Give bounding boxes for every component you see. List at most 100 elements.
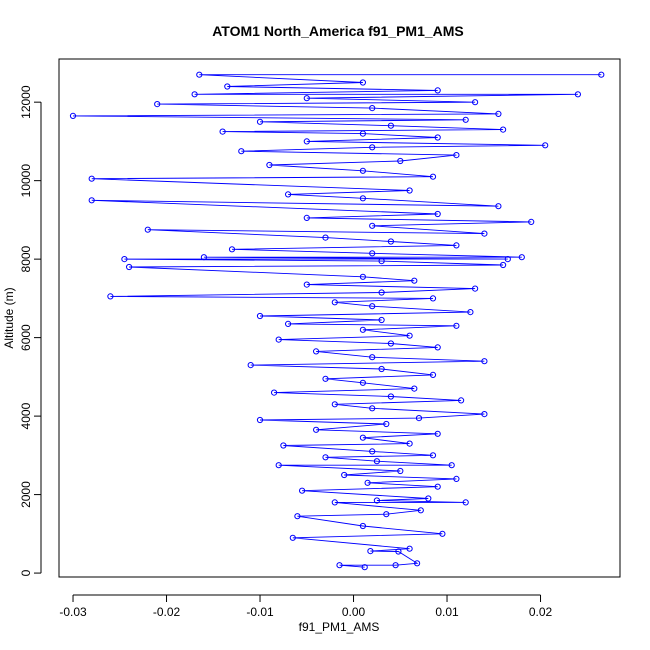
data-point [256, 312, 264, 320]
data-point [383, 420, 390, 428]
data-point [411, 385, 418, 392]
data-point [303, 281, 310, 288]
data-point [378, 365, 385, 373]
data-point [373, 458, 380, 465]
data-point [504, 256, 511, 263]
x-tick-label: 0.01 [435, 605, 459, 619]
data-point [367, 548, 374, 555]
data-point [481, 411, 488, 418]
data-point [406, 545, 413, 552]
data-point [369, 144, 376, 151]
data-point [359, 167, 366, 174]
data-point [434, 87, 441, 94]
y-tick-label: 2000 [19, 481, 33, 508]
data-point [500, 261, 507, 269]
data-point [280, 442, 287, 449]
data-point [429, 173, 437, 180]
data-point [364, 479, 371, 486]
data-point [359, 379, 366, 386]
axes-layer: -0.03 -0.02 -0.01 0.00 0.01 0.02 0 2000 4000 6000… [19, 85, 553, 619]
data-point [247, 362, 254, 369]
data-point [144, 226, 151, 233]
data-point [425, 495, 432, 502]
data-point [411, 277, 418, 284]
data-point [417, 507, 424, 514]
data-point [439, 530, 446, 537]
data-point [224, 83, 231, 90]
data-point [383, 511, 390, 518]
data-point [415, 415, 423, 422]
data-point [453, 152, 460, 159]
data-point [429, 452, 437, 459]
data-point [359, 79, 366, 86]
data-point [406, 440, 413, 447]
data-point [69, 112, 77, 120]
y-tick-label: 4000 [19, 402, 33, 429]
data-point [395, 548, 402, 555]
chart-title: ATOM1 North_America f91_PM1_AMS [212, 23, 464, 39]
data-point [285, 320, 292, 327]
y-tick-label: 12000 [19, 85, 33, 119]
data-point [275, 462, 282, 469]
data-point [266, 161, 273, 169]
data-point [481, 358, 488, 365]
data-point [303, 214, 310, 221]
data-point [126, 263, 133, 271]
data-point [518, 254, 525, 261]
y-tick-label: 10000 [19, 164, 33, 198]
x-axis-label: f91_PM1_AMS [299, 620, 380, 634]
data-point [256, 416, 264, 424]
data-point [387, 340, 394, 347]
data-point [359, 434, 366, 441]
data-point [434, 483, 441, 490]
data-point [289, 534, 296, 541]
data-point [359, 195, 366, 202]
data-point [331, 401, 338, 408]
data-point [453, 475, 460, 482]
data-point [359, 326, 366, 333]
data-point [369, 448, 376, 455]
data-point [275, 336, 282, 343]
data-point [322, 375, 329, 382]
data-point [458, 397, 465, 404]
data-point [359, 273, 366, 280]
data-point [341, 471, 348, 479]
data-point [528, 218, 535, 225]
data-point [369, 222, 376, 229]
y-tick-label: 0 [19, 569, 33, 576]
data-point [303, 95, 310, 102]
data-point [271, 389, 278, 396]
data-point [434, 430, 441, 437]
series-line [72, 74, 602, 568]
y-tick-label: 8000 [19, 245, 33, 272]
data-point [467, 309, 474, 316]
x-tick-label: 0.00 [342, 605, 366, 619]
data-point [378, 289, 385, 296]
data-point [500, 126, 507, 133]
data-point [313, 348, 320, 355]
data-point [414, 560, 421, 567]
data-point [219, 128, 226, 135]
data-point [387, 238, 394, 245]
data-point [495, 203, 502, 210]
data-point [294, 513, 301, 520]
data-point [107, 293, 114, 300]
data-point [378, 258, 385, 265]
data-point [434, 344, 441, 351]
data-point [495, 110, 502, 118]
x-tick-label: -0.01 [246, 605, 274, 619]
x-tick-label: -0.03 [59, 605, 87, 619]
data-point [322, 234, 329, 241]
data-point [392, 562, 399, 569]
data-point [238, 148, 245, 155]
data-point [434, 134, 441, 141]
data-point [256, 118, 264, 125]
data-point [429, 371, 437, 378]
data-point [336, 562, 343, 569]
data-point [373, 497, 380, 504]
data-point [88, 197, 95, 204]
x-tick-label: -0.02 [153, 605, 181, 619]
data-point [472, 285, 479, 292]
